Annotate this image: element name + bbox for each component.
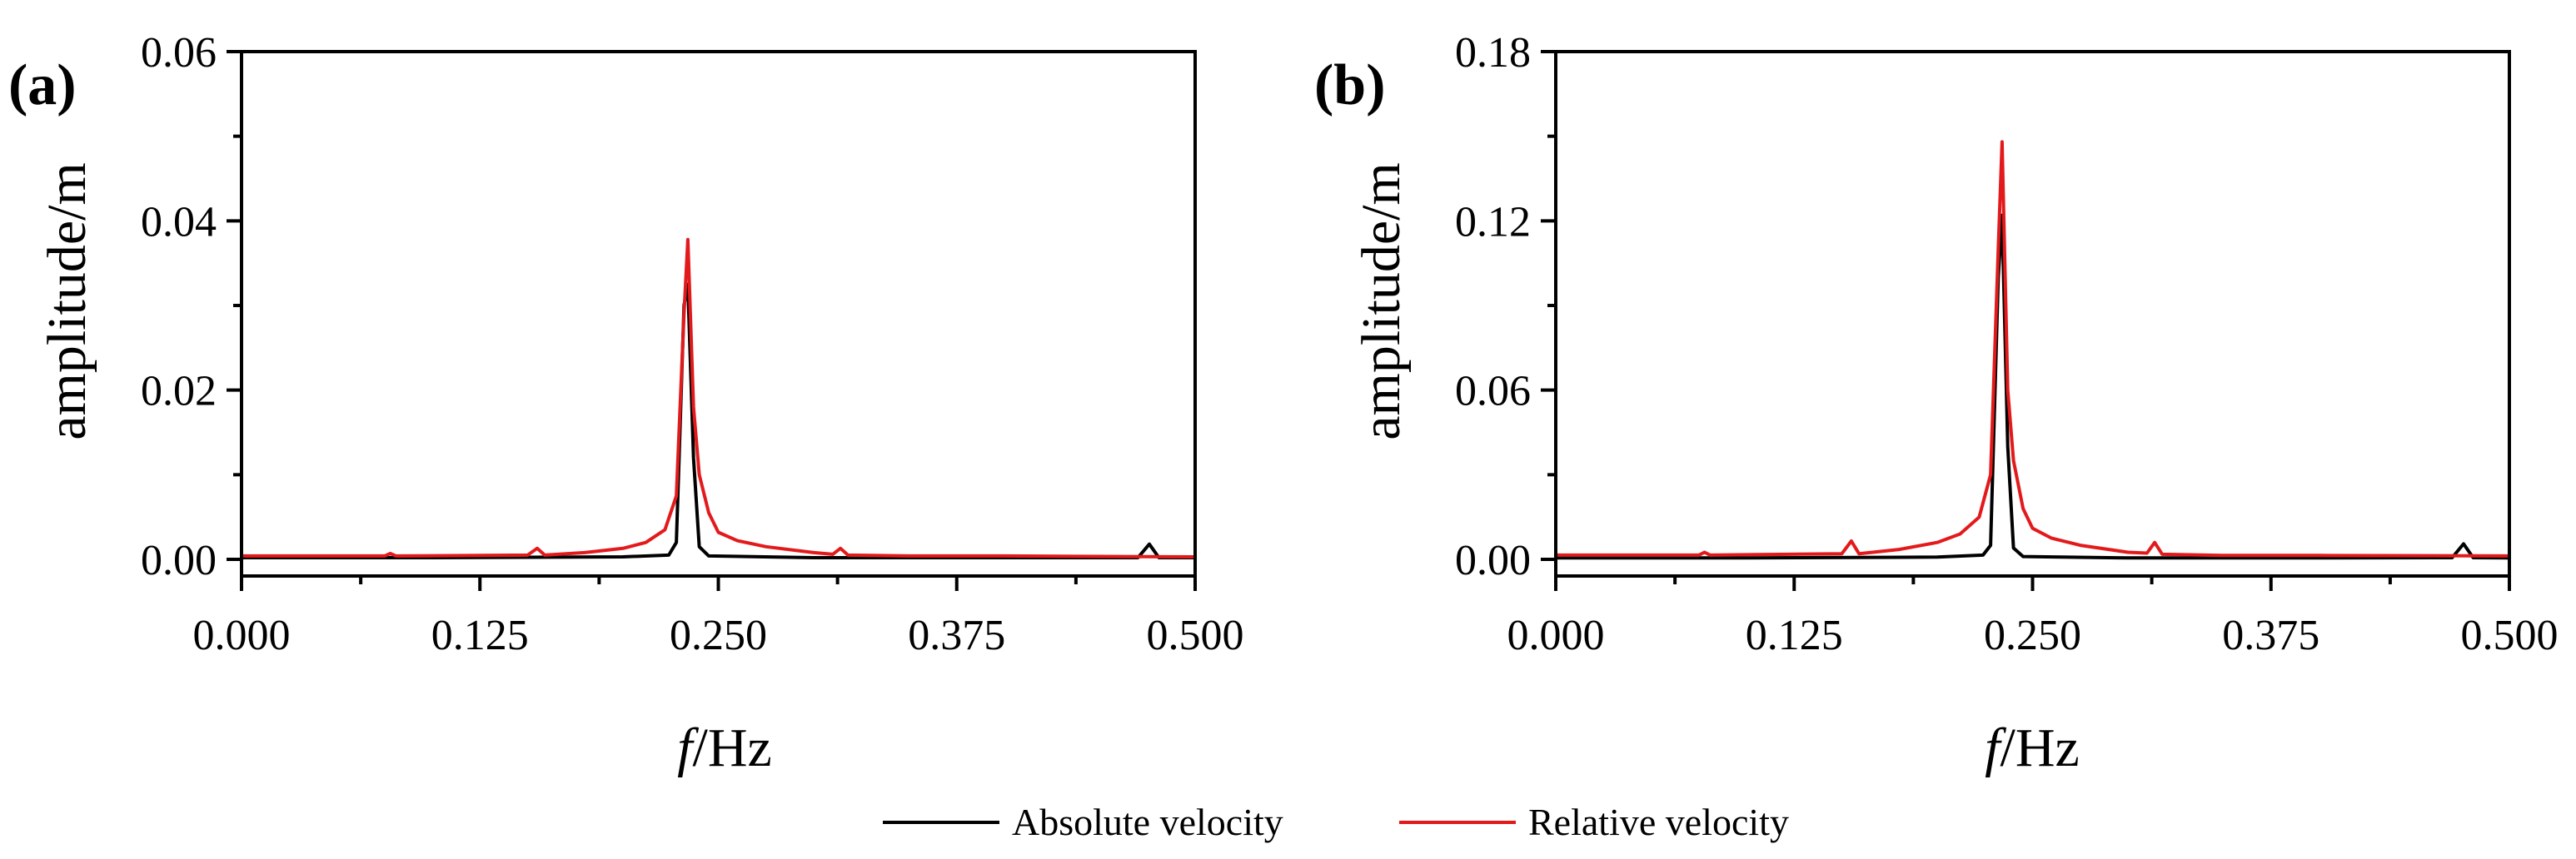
plot-frame-b bbox=[1554, 50, 2511, 578]
x-tick-label-b: 0.375 bbox=[2222, 612, 2319, 659]
x-tick-label-a: 0.125 bbox=[431, 612, 529, 659]
y-tick-label-a: 0.00 bbox=[141, 537, 217, 584]
series-line-absolute-a bbox=[242, 282, 1195, 559]
x-tick-label-a: 0.000 bbox=[193, 612, 291, 659]
x-axis-title-unit-a: /Hz bbox=[693, 717, 772, 778]
x-tick-label-a: 0.500 bbox=[1147, 612, 1244, 659]
x-axis-title-b: f/Hz bbox=[1985, 717, 2080, 778]
y-tick-label-b: 0.18 bbox=[1455, 29, 1531, 77]
x-tick-label-a: 0.375 bbox=[908, 612, 1005, 659]
legend-label-absolute: Absolute velocity bbox=[1012, 801, 1283, 843]
legend: Absolute velocity Relative velocity bbox=[883, 801, 1789, 843]
x-tick-label-b: 0.500 bbox=[2461, 612, 2559, 659]
legend-label-relative: Relative velocity bbox=[1528, 801, 1789, 843]
series-line-relative-b bbox=[1556, 140, 2510, 558]
axes-layer-b: 0.000 0.125 0.250 0.375 0.500 0.00 0.06 0.12 0.1… bbox=[1455, 29, 2559, 659]
y-axis-title-b: amplitude/m bbox=[1351, 162, 1412, 440]
plot-frame-a bbox=[240, 50, 1197, 578]
series-layer-b bbox=[1556, 140, 2510, 560]
y-tick-label-a: 0.02 bbox=[141, 368, 217, 415]
y-tick-label-a: 0.06 bbox=[141, 29, 217, 77]
axes-layer-a: 0.000 0.125 0.250 0.375 0.500 0.00 0.02 0.04 0.0… bbox=[141, 29, 1244, 659]
y-tick-label-b: 0.00 bbox=[1455, 537, 1531, 584]
y-tick-label-b: 0.12 bbox=[1455, 198, 1531, 246]
x-tick-label-b: 0.125 bbox=[1746, 612, 1843, 659]
chart-panel-a: (a) 0.000 0.125 0.250 0.375 0.5000.000.020.0… bbox=[8, 29, 1244, 778]
series-layer-a bbox=[242, 237, 1196, 559]
panel-label-b: (b) bbox=[1314, 53, 1386, 117]
x-tick-label-a: 0.250 bbox=[670, 612, 767, 659]
panel-label-a: (a) bbox=[8, 53, 77, 117]
x-tick-label-b: 0.250 bbox=[1984, 612, 2081, 659]
x-tick-label-b: 0.000 bbox=[1507, 612, 1605, 659]
y-tick-label-a: 0.04 bbox=[141, 198, 217, 246]
series-line-relative-a bbox=[242, 237, 1196, 559]
chart-panel-b: (b) 0.000 0.125 0.250 0.375 0.500 0.00 0.06 0.1… bbox=[1314, 29, 2559, 778]
x-axis-title-unit-b: /Hz bbox=[2001, 717, 2080, 778]
series-line-absolute-b bbox=[1556, 213, 2510, 560]
y-tick-label-b: 0.06 bbox=[1455, 368, 1531, 415]
y-axis-title-a: amplitude/m bbox=[37, 162, 97, 440]
x-axis-title-a: f/Hz bbox=[677, 717, 772, 778]
